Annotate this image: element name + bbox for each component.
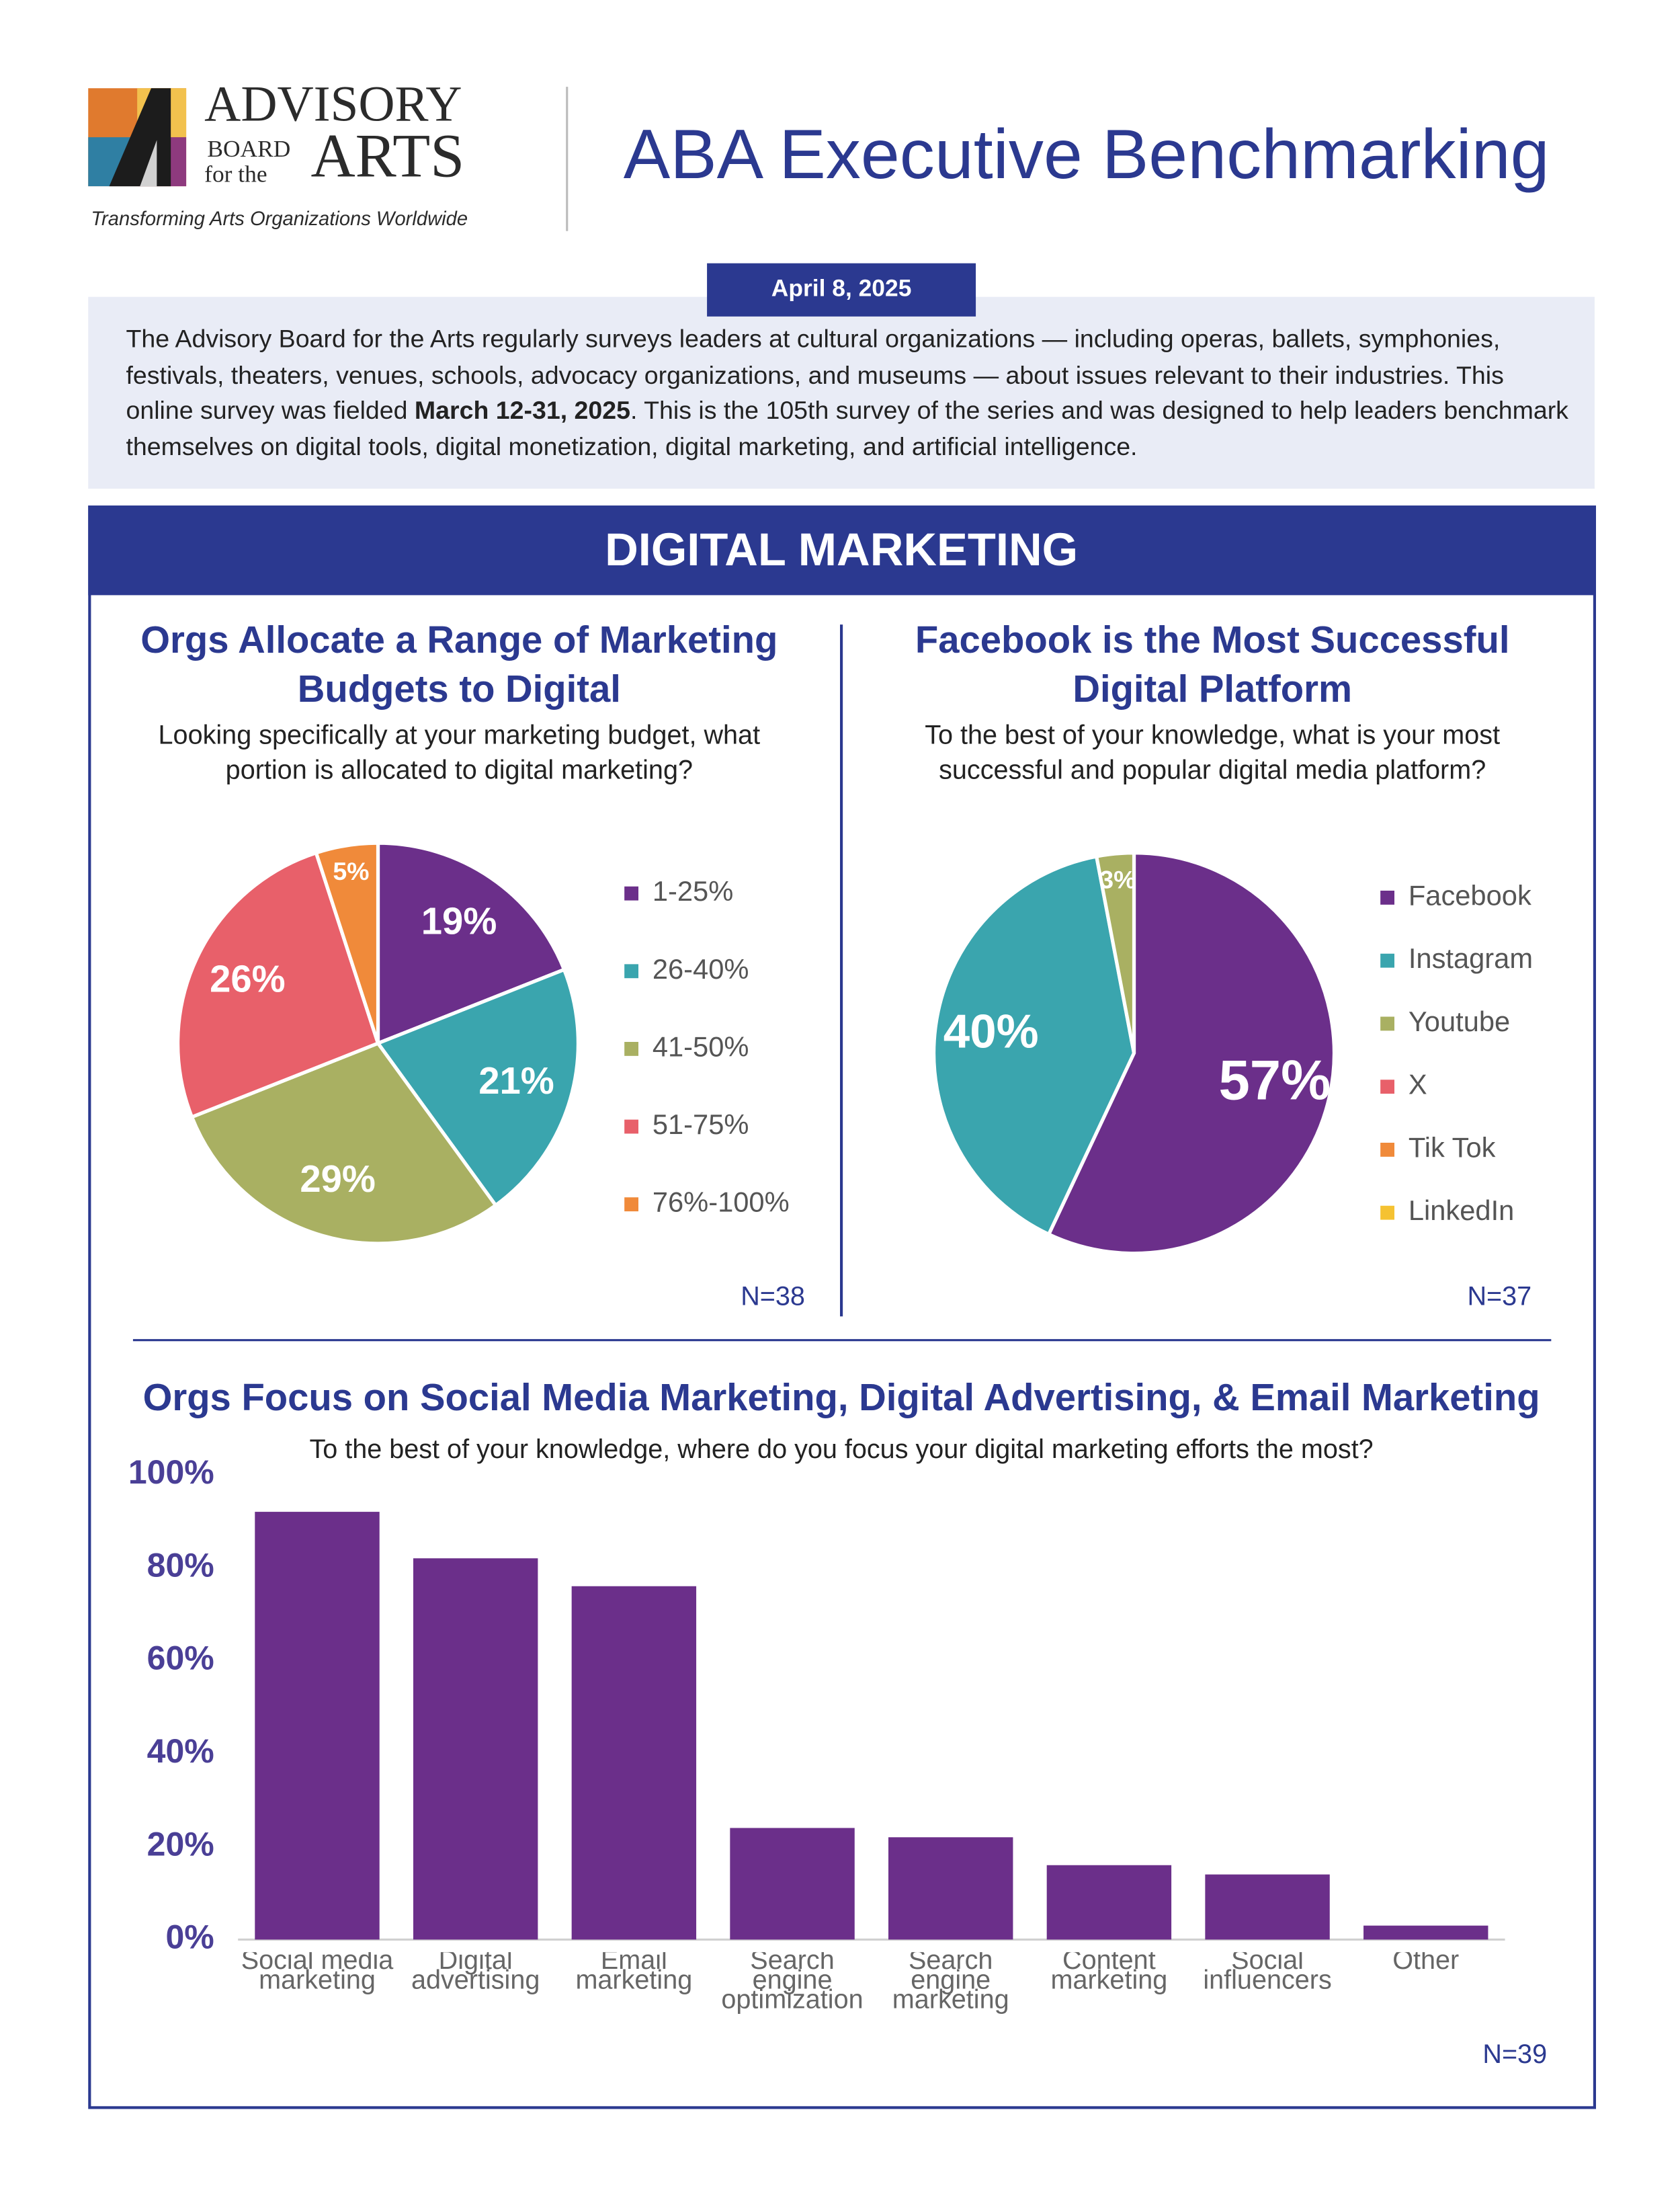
legend-label: 51-75% xyxy=(653,1108,749,1140)
date-box xyxy=(707,263,976,317)
bar xyxy=(413,1558,538,1940)
x-tick-label: Digital advertising xyxy=(411,1952,540,1996)
legend-swatch xyxy=(624,886,638,901)
legend-swatch xyxy=(624,964,638,979)
chart-subtitle: To the best of your knowledge, where do … xyxy=(309,1434,1373,1464)
x-tick-label: Email marketing xyxy=(575,1952,693,1996)
legend-label: 76%-100% xyxy=(653,1186,790,1218)
legend-swatch xyxy=(624,1119,638,1134)
legend-label: LinkedIn xyxy=(1409,1194,1515,1226)
chart-title-box: Facebook is the Most Successful Digital … xyxy=(915,618,1510,711)
section-header xyxy=(88,505,1596,596)
legend-label: Youtube xyxy=(1409,1006,1510,1037)
date: April 8, 2025 xyxy=(771,275,912,302)
data-label: 3% xyxy=(1099,866,1136,894)
x-tick-label-box: Social influencers xyxy=(1203,1952,1332,1996)
chart-title: Facebook is the Most Successful Digital … xyxy=(915,618,1510,711)
data-label: 29% xyxy=(300,1158,376,1200)
bar xyxy=(1363,1925,1488,1940)
y-tick-label: 40% xyxy=(147,1732,214,1770)
legend-label: Instagram xyxy=(1409,942,1533,974)
bar xyxy=(1046,1865,1172,1940)
chart-subtitle: Looking specifically at your marketing b… xyxy=(158,721,761,786)
x-tick-label-box: Search engine marketing xyxy=(892,1952,1009,2015)
pie-slice xyxy=(190,1041,499,1246)
y-tick-label: 20% xyxy=(147,1825,214,1863)
bar xyxy=(571,1586,697,1940)
chart-note: N=37 xyxy=(1467,1282,1531,1311)
legend-label: Tik Tok xyxy=(1409,1131,1496,1163)
x-tick-label: Social influencers xyxy=(1203,1952,1332,1996)
x-tick-label-box: Email marketing xyxy=(575,1952,693,1996)
x-tick-label: Search engine marketing xyxy=(892,1952,1009,2015)
legend-label: Facebook xyxy=(1409,879,1531,911)
intro: The Advisory Board for the Arts regularl… xyxy=(126,325,1568,460)
x-tick-label: Content marketing xyxy=(1050,1952,1168,1996)
y-tick-label: 60% xyxy=(147,1639,214,1677)
y-tick-label: 0% xyxy=(165,1918,214,1956)
logo-art xyxy=(88,88,187,187)
legend-swatch xyxy=(1380,891,1394,905)
data-label: 21% xyxy=(478,1059,554,1102)
chart-note: N=39 xyxy=(1482,2039,1547,2069)
x-tick-label-box: Content marketing xyxy=(1050,1952,1168,1996)
section-title: DIGITAL MARKETING xyxy=(605,524,1078,575)
data-label: 5% xyxy=(333,857,369,885)
y-tick-label: 80% xyxy=(147,1546,214,1584)
chart-subtitle: To the best of your knowledge, what is y… xyxy=(925,721,1501,786)
legend-label: 26-40% xyxy=(653,953,749,985)
legend-swatch xyxy=(624,1197,638,1212)
chart-subtitle-box: To the best of your knowledge, what is y… xyxy=(925,721,1501,786)
chart-subtitle-box: Looking specifically at your marketing b… xyxy=(158,721,761,786)
intro-box xyxy=(88,296,1595,489)
chart-note: N=38 xyxy=(741,1282,805,1311)
data-label: 57% xyxy=(1218,1049,1331,1111)
pie-slice xyxy=(1046,851,1337,1256)
x-tick-label-box: Other xyxy=(1392,1952,1460,1976)
x-tick-label: Social media marketing xyxy=(241,1952,394,1996)
data-label: 26% xyxy=(210,958,286,1000)
pie-slice xyxy=(175,850,380,1120)
pie-slice xyxy=(376,841,566,1046)
page-title: ABA Executive Benchmarking xyxy=(624,116,1550,194)
bar xyxy=(730,1828,855,1940)
logo-text: ADVISORY xyxy=(204,77,462,132)
chart-title: Orgs Allocate a Range of Marketing Budge… xyxy=(140,618,778,711)
chart-title-box: Orgs Allocate a Range of Marketing Budge… xyxy=(140,618,778,711)
legend-swatch xyxy=(1380,1080,1394,1094)
logo-text: BOARD xyxy=(207,135,290,162)
bar xyxy=(888,1837,1013,1940)
data-label: 19% xyxy=(421,900,497,942)
x-tick-label: Search engine optimization xyxy=(721,1952,864,2015)
x-tick-label-box: Digital advertising xyxy=(411,1952,540,1996)
chart-title: Orgs Focus on Social Media Marketing, Di… xyxy=(143,1376,1540,1418)
pie-slice xyxy=(1094,851,1136,1054)
legend-swatch xyxy=(1380,1016,1394,1031)
legend-swatch xyxy=(1380,1143,1394,1157)
x-tick-label-box: Search engine optimization xyxy=(721,1952,864,2015)
pie-slice xyxy=(375,967,581,1208)
logo-text: for the xyxy=(204,161,267,188)
y-tick-label: 100% xyxy=(128,1453,214,1491)
intro-text: . This is the 105th survey of the series… xyxy=(126,396,1568,460)
intro-date: March 12-31, 2025 xyxy=(414,396,630,425)
intro-text: The Advisory Board for the Arts regularl… xyxy=(126,325,1504,425)
legend-label: 1-25% xyxy=(653,875,733,907)
x-tick-label: Other xyxy=(1392,1952,1460,1976)
bar xyxy=(255,1512,380,1940)
legend-label: 41-50% xyxy=(653,1030,749,1062)
tagline: Transforming Arts Organizations Worldwid… xyxy=(91,208,468,230)
data-label: 40% xyxy=(943,1005,1039,1058)
legend-label: X xyxy=(1409,1069,1427,1100)
bar xyxy=(1205,1874,1330,1940)
legend-swatch xyxy=(624,1042,638,1056)
pie-slice xyxy=(314,841,380,1044)
legend-swatch xyxy=(1380,1205,1394,1220)
pie-slice xyxy=(931,854,1136,1237)
legend-swatch xyxy=(1380,953,1394,968)
logo-text: ARTS xyxy=(311,122,465,190)
x-tick-label-box: Social media marketing xyxy=(241,1952,394,1996)
